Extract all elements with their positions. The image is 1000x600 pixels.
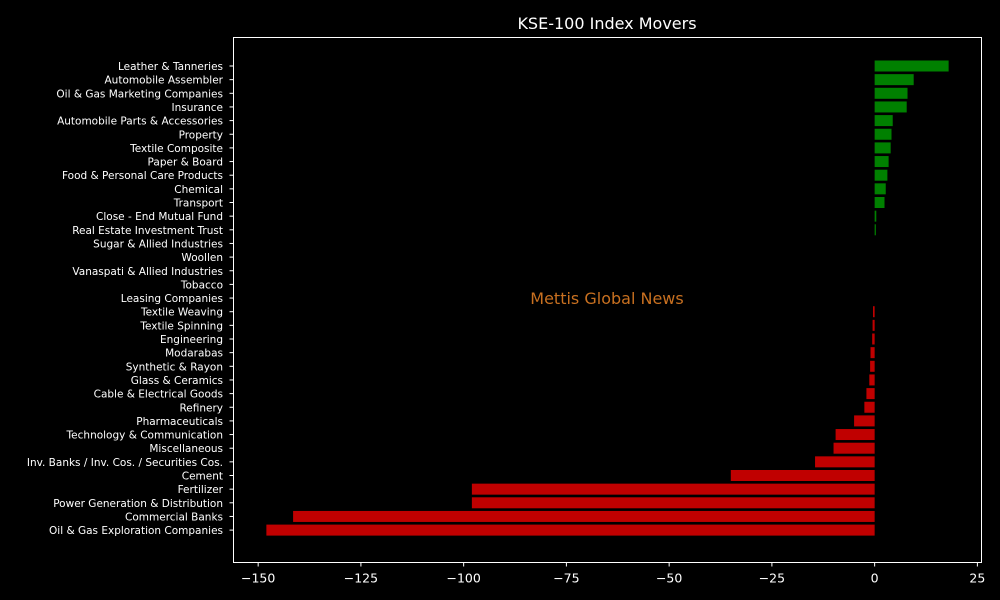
bar-33 [293,510,875,522]
bar-10 [874,197,885,208]
bar-5 [874,128,892,140]
y-tick-label-34: Oil & Gas Exploration Companies [49,525,223,537]
y-tick-label-26: Pharmaceuticals [136,416,223,428]
y-tick-label-4: Automobile Parts & Accessories [57,116,223,128]
bar-29 [815,456,875,468]
bar-11 [874,210,877,222]
y-tick-label-18: Textile Weaving [140,307,223,319]
x-ticks: −150 −125 −100 −75 −50 −25 0 25 [241,562,985,586]
y-tick-label-15: Vanaspati & Allied Industries [72,266,223,278]
x-tick-label-4: −50 [656,571,682,586]
y-tick-label-21: Modarabas [165,348,223,360]
y-tick-label-0: Leather & Tanneries [118,61,223,73]
y-tick-label-9: Chemical [174,184,223,196]
bar-7 [874,156,889,168]
y-tick-label-1: Automobile Assembler [105,75,224,87]
x-tick-label-5: −25 [759,571,785,586]
y-tick-label-22: Synthetic & Rayon [126,361,223,373]
y-tick-label-6: Textile Composite [129,143,223,155]
watermark-text: Mettis Global News [530,289,683,308]
y-tick-label-28: Miscellaneous [149,443,223,455]
bar-6 [874,142,891,154]
bar-1 [874,74,914,86]
y-tick-label-27: Technology & Communication [66,430,223,442]
bar-25 [864,401,875,413]
bar-24 [866,388,875,400]
bar-28 [833,442,875,454]
bar-8 [874,169,888,181]
y-tick-label-3: Insurance [171,102,223,114]
bar-3 [874,101,907,113]
x-tick-label-3: −75 [553,571,579,586]
bar-12 [874,224,876,236]
y-tick-label-17: Leasing Companies [121,293,223,305]
y-tick-label-23: Glass & Ceramics [131,375,223,387]
y-tick-label-13: Sugar & Allied Industries [93,238,223,250]
y-tick-label-24: Cable & Electrical Goods [94,389,223,401]
y-tick-label-29: Inv. Banks / Inv. Cos. / Securities Cos. [27,457,223,469]
bar-31 [471,483,875,495]
y-tick-label-10: Transport [173,198,223,210]
y-tick-label-19: Textile Spinning [139,320,223,332]
y-tick-label-5: Property [179,129,223,141]
y-tick-label-14: Woollen [181,252,223,264]
bar-18 [872,306,875,318]
y-tick-label-7: Paper & Board [148,157,223,169]
y-tick-label-2: Oil & Gas Marketing Companies [56,88,223,100]
y-tick-label-12: Real Estate Investment Trust [72,225,223,237]
chart-title: KSE-100 Index Movers [517,14,696,33]
bar-19 [872,319,875,331]
bar-27 [835,429,875,441]
bar-4 [874,115,893,127]
bar-34 [266,524,875,536]
x-tick-label-6: 0 [871,571,879,586]
bar-9 [874,183,886,195]
bar-26 [854,415,875,427]
x-tick-label-0: −150 [241,571,275,586]
bar-21 [870,347,875,359]
bars-group [266,60,949,536]
y-tick-label-25: Refinery [179,402,223,414]
x-tick-label-2: −100 [446,571,480,586]
y-tick-label-8: Food & Personal Care Products [62,170,223,182]
x-tick-label-7: 25 [969,571,985,586]
y-tick-label-32: Power Generation & Distribution [53,498,223,510]
bar-2 [874,87,908,99]
y-tick-label-11: Close - End Mutual Fund [96,211,223,223]
bar-0 [874,60,949,72]
y-tick-label-33: Commercial Banks [125,511,223,523]
bar-30 [730,470,875,481]
y-tick-label-30: Cement [182,471,223,483]
bar-20 [872,333,875,345]
y-tick-label-20: Engineering [160,334,223,346]
y-tick-label-16: Tobacco [180,279,223,291]
bar-32 [471,497,875,509]
bar-23 [869,374,875,386]
bar-22 [870,360,875,372]
plot-frame [233,37,982,563]
x-tick-label-1: −125 [344,571,378,586]
y-tick-label-31: Fertilizer [178,484,224,496]
